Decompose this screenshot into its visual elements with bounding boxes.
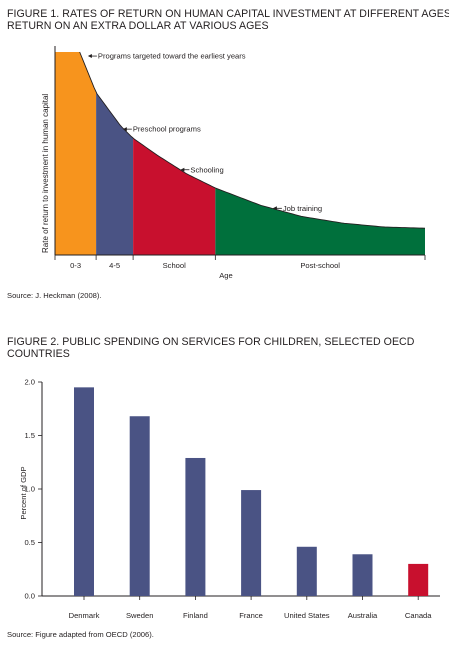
figure-1-source: Source: J. Heckman (2008). [7, 291, 102, 300]
area-segment-school [133, 138, 216, 255]
x-tick-label: School [163, 261, 187, 270]
annotation-programs-targeted-toward-the-earliest-years: Programs targeted toward the earliest ye… [87, 52, 246, 61]
annotation-label: Schooling [190, 165, 223, 174]
annotation-label: Preschool programs [133, 125, 201, 134]
annotation-arrowhead [272, 206, 277, 211]
annotation-preschool-programs: Preschool programs [122, 125, 201, 134]
bar-united-states [296, 546, 317, 596]
x-tick-label: 0-3 [70, 261, 81, 270]
annotation-label: Programs targeted toward the earliest ye… [98, 52, 246, 61]
bar-denmark [74, 387, 94, 596]
x-tick-label: 4-5 [109, 261, 120, 270]
y-tick-label: 0.5 [24, 538, 35, 547]
bar-sweden [129, 416, 150, 596]
x-axis-label: Age [219, 271, 233, 280]
annotation-arrowhead [180, 167, 185, 172]
x-tick-label: Sweden [126, 611, 153, 620]
annotation-arrowhead [87, 54, 92, 59]
bar-australia [352, 554, 373, 596]
x-tick-label: United States [284, 611, 330, 620]
x-tick-label: Canada [405, 611, 432, 620]
bar-finland [185, 457, 206, 596]
x-tick-label: Australia [348, 611, 378, 620]
figure-2-source: Source: Figure adapted from OECD (2006). [7, 630, 154, 639]
annotation-schooling: Schooling [180, 165, 224, 174]
x-tick-label: France [239, 611, 263, 620]
y-tick-label: 2.0 [24, 378, 35, 387]
x-tick-label: Finland [183, 611, 208, 620]
y-tick-label: 1.5 [24, 431, 35, 440]
figure-1-chart: Rate of return to investment in human ca… [41, 46, 426, 280]
annotation-label: Job training [283, 204, 322, 213]
area-segment-post-school [215, 188, 425, 255]
bar-france [241, 490, 262, 596]
y-axis-label: Percent of GDP [19, 466, 28, 519]
figure-1-title: FIGURE 1. RATES OF RETURN ON HUMAN CAPIT… [7, 8, 449, 20]
area-segment-4-5 [96, 92, 134, 255]
bar-canada [408, 563, 429, 596]
annotation-job-training: Job training [272, 204, 322, 213]
figure-1-subtitle: RETURN ON AN EXTRA DOLLAR AT VARIOUS AGE… [7, 20, 269, 32]
annotation-arrowhead [122, 127, 127, 132]
figure-2-title: FIGURE 2. PUBLIC SPENDING ON SERVICES FO… [7, 336, 415, 360]
area-segment-0-3 [55, 52, 97, 255]
y-tick-label: 0.0 [24, 592, 35, 601]
y-tick-label: 1.0 [24, 485, 35, 494]
x-tick-label: Post-school [300, 261, 340, 270]
return-curve [79, 51, 426, 229]
x-tick-label: Denmark [69, 611, 100, 620]
y-axis-label: Rate of return to investment in human ca… [41, 94, 50, 253]
